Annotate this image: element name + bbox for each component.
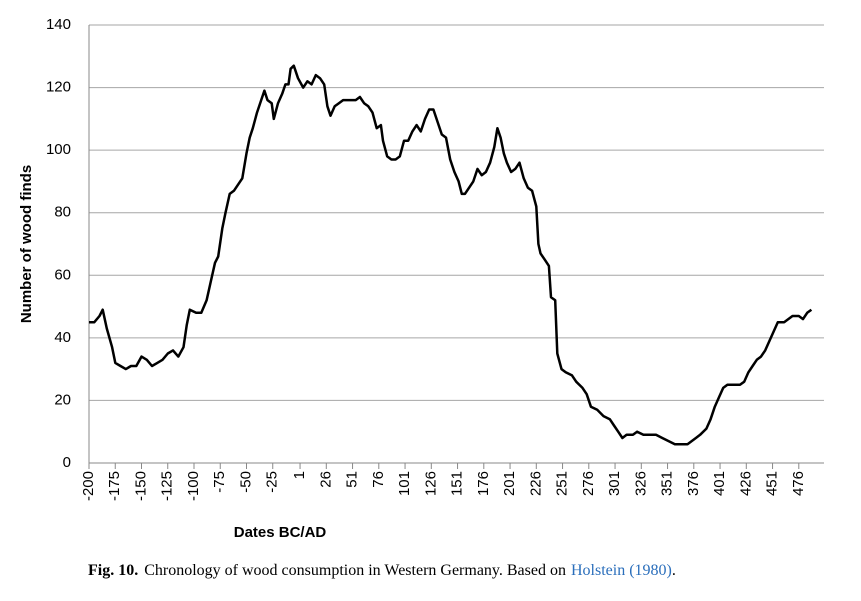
x-tick-label: 301: [606, 471, 623, 496]
caption-label: Fig. 10.: [88, 562, 138, 579]
x-tick-label: 76: [370, 471, 387, 488]
x-tick-label: 151: [449, 471, 466, 496]
x-tick-label: -100: [185, 471, 202, 501]
x-tick-label: 426: [737, 471, 754, 496]
x-tick-label: -25: [264, 471, 281, 493]
x-tick-label: 176: [475, 471, 492, 496]
x-tick-label: -150: [132, 471, 149, 501]
y-tick-label: 60: [54, 266, 71, 283]
caption-end: .: [672, 562, 676, 579]
x-tick-label: 276: [580, 471, 597, 496]
x-tick-label: -175: [106, 471, 123, 501]
y-tick-label: 0: [63, 454, 71, 471]
y-tick-label: 40: [54, 329, 71, 346]
x-tick-label: 351: [659, 471, 676, 496]
y-tick-label: 20: [54, 391, 71, 408]
x-tick-label: 201: [501, 471, 518, 496]
x-tick-label: -125: [159, 471, 176, 501]
x-tick-label: 251: [554, 471, 571, 496]
x-tick-label: -50: [237, 471, 254, 493]
caption: Fig. 10. Chronology of wood consumption i…: [88, 562, 676, 579]
caption-text: Chronology of wood consumption in Wester…: [144, 562, 566, 579]
data-line: [89, 64, 813, 446]
x-tick-label: 1: [291, 471, 308, 479]
x-tick-label: 401: [711, 471, 728, 496]
y-tick-label: 140: [46, 16, 71, 33]
x-tick-label: 451: [764, 471, 781, 496]
x-tick-label: 51: [344, 471, 361, 488]
x-tick-label: -200: [80, 471, 97, 501]
x-tick-label: 376: [685, 471, 702, 496]
x-tick-label: 476: [790, 471, 807, 496]
x-tick-label: 326: [632, 471, 649, 496]
x-tick-label: 226: [527, 471, 544, 496]
x-tick-label: 101: [396, 471, 413, 496]
x-tick-label: 126: [422, 471, 439, 496]
x-axis-title: Dates BC/AD: [234, 524, 327, 541]
caption-link[interactable]: Holstein (1980): [571, 562, 672, 579]
y-tick-label: 120: [46, 79, 71, 96]
y-axis-title: Number of wood finds: [18, 165, 35, 323]
y-tick-label: 100: [46, 141, 71, 158]
y-tick-label: 80: [54, 204, 71, 221]
x-tick-label: 26: [317, 471, 334, 488]
x-tick-label: -75: [211, 471, 228, 493]
